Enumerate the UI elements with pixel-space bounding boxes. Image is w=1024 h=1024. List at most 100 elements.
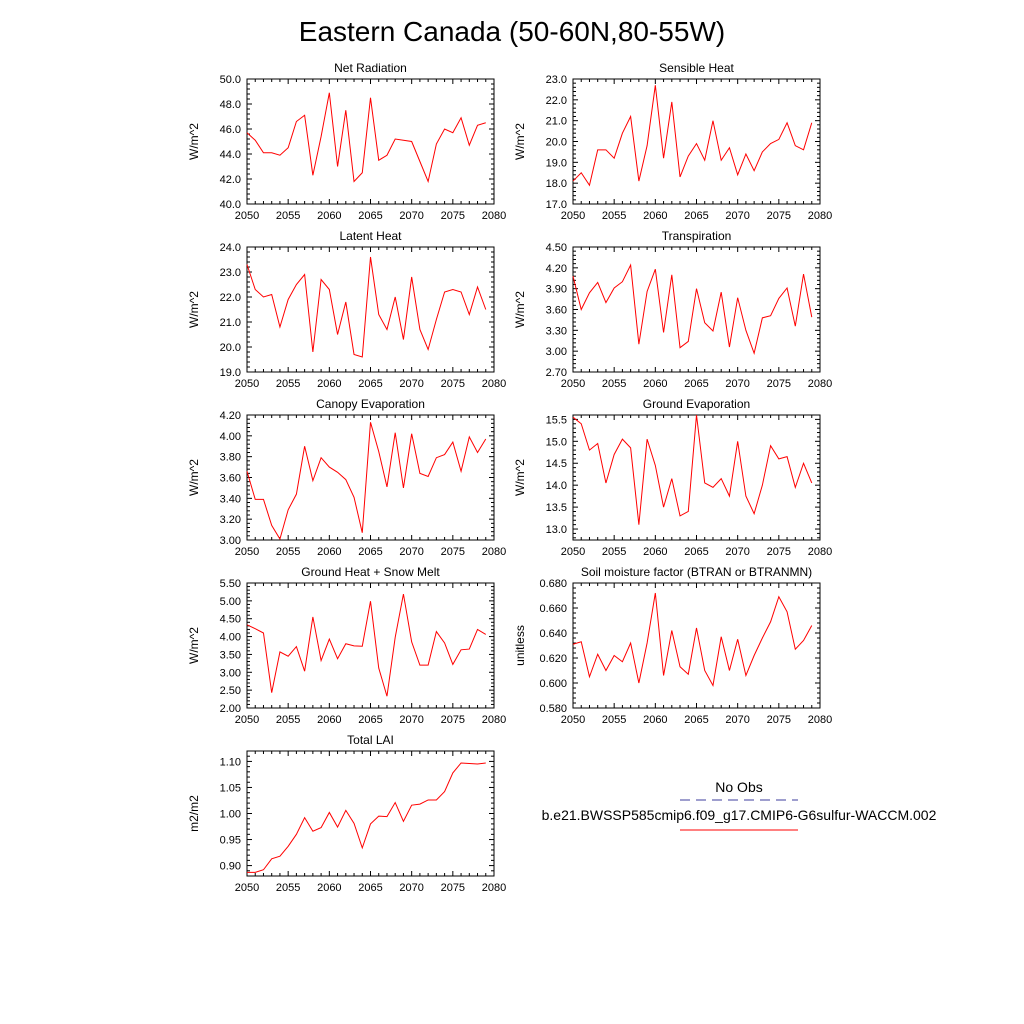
- y-tick-label: 23.0: [220, 267, 241, 279]
- y-tick-label: 1.00: [220, 809, 241, 821]
- y-tick-label: 3.00: [546, 346, 567, 358]
- x-tick-label: 2080: [808, 714, 832, 726]
- panel-title: Ground Evaporation: [643, 397, 750, 411]
- x-tick-label: 2080: [808, 546, 832, 558]
- x-tick-label: 2050: [235, 882, 259, 894]
- x-tick-label: 2070: [399, 546, 423, 558]
- x-tick-label: 2065: [684, 210, 708, 222]
- y-tick-label: 3.30: [546, 325, 567, 337]
- x-tick-label: 2055: [276, 546, 300, 558]
- x-tick-label: 2065: [684, 714, 708, 726]
- panel-latent-heat: Latent Heat W/m^2 2050 2055 2060 2065 2070 2075…: [187, 229, 506, 390]
- x-tick-label: 2050: [235, 714, 259, 726]
- x-tick-label: 2070: [725, 714, 749, 726]
- y-tick-label: 4.20: [220, 410, 241, 422]
- x-tick-label: 2055: [602, 714, 626, 726]
- x-tick-label: 2050: [235, 210, 259, 222]
- panel-title: Soil moisture factor (BTRAN or BTRANMN): [581, 565, 812, 579]
- y-tick-label: 19.0: [220, 367, 241, 379]
- x-tick-label: 2050: [235, 378, 259, 390]
- x-tick-label: 2055: [276, 714, 300, 726]
- series-line: [247, 762, 486, 873]
- plot-frame: [246, 414, 495, 541]
- x-tick-label: 2050: [561, 210, 585, 222]
- panel-title: Total LAI: [347, 733, 394, 747]
- x-tick-label: 2065: [358, 546, 382, 558]
- x-tick-label: 2075: [767, 714, 791, 726]
- series-line: [572, 263, 813, 356]
- y-tick-label: 3.40: [220, 493, 241, 505]
- plot-frame: [572, 582, 821, 709]
- y-tick-label: 14.0: [546, 480, 567, 492]
- x-tick-label: 2050: [561, 378, 585, 390]
- x-tick-label: 2080: [482, 210, 506, 222]
- y-axis-label: W/m^2: [187, 459, 201, 496]
- y-axis-label: W/m^2: [513, 291, 527, 328]
- y-axis-label: W/m^2: [187, 123, 201, 160]
- y-tick-label: 44.0: [220, 149, 241, 161]
- x-tick-label: 2065: [358, 378, 382, 390]
- y-tick-label: 4.20: [546, 263, 567, 275]
- x-tick-label: 2060: [317, 378, 341, 390]
- x-tick-label: 2080: [482, 378, 506, 390]
- legend-case-label: b.e21.BWSSP585cmip6.f09_g17.CMIP6-G6sulf…: [542, 807, 937, 823]
- y-tick-label: 40.0: [220, 199, 241, 211]
- x-tick-label: 2060: [643, 378, 667, 390]
- x-tick-label: 2055: [276, 882, 300, 894]
- x-tick-label: 2055: [276, 378, 300, 390]
- series-line: [246, 593, 487, 697]
- x-tick-label: 2065: [684, 378, 708, 390]
- y-tick-label: 42.0: [220, 174, 241, 186]
- y-tick-label: 4.00: [220, 632, 241, 644]
- panel-title: Ground Heat + Snow Melt: [301, 565, 440, 579]
- x-tick-label: 2075: [767, 378, 791, 390]
- panel-soil-moisture-factor: Soil moisture factor (BTRAN or BTRANMN) u…: [513, 565, 832, 726]
- panel-sensible-heat: Sensible Heat W/m^2 2050 2055 2060 2065 2070 20…: [513, 61, 832, 222]
- y-tick-label: 20.0: [546, 137, 567, 149]
- y-tick-label: 0.660: [539, 603, 567, 615]
- y-tick-label: 1.10: [220, 756, 241, 768]
- x-tick-label: 2060: [317, 714, 341, 726]
- y-tick-label: 13.5: [546, 502, 567, 514]
- x-tick-label: 2070: [725, 546, 749, 558]
- y-tick-label: 18.0: [546, 178, 567, 190]
- x-tick-label: 2080: [808, 378, 832, 390]
- x-tick-label: 2055: [276, 210, 300, 222]
- x-tick-label: 2055: [602, 546, 626, 558]
- x-tick-label: 2075: [767, 210, 791, 222]
- x-tick-label: 2075: [441, 378, 465, 390]
- panel-title: Sensible Heat: [659, 61, 734, 75]
- plot-frame: [572, 78, 821, 205]
- y-tick-label: 22.0: [220, 292, 241, 304]
- x-tick-label: 2060: [317, 210, 341, 222]
- panel-title: Canopy Evaporation: [316, 397, 425, 411]
- x-tick-label: 2065: [358, 210, 382, 222]
- y-tick-label: 14.5: [546, 458, 567, 470]
- x-tick-label: 2080: [808, 210, 832, 222]
- x-tick-label: 2050: [561, 546, 585, 558]
- x-tick-label: 2065: [358, 714, 382, 726]
- series-line: [246, 256, 487, 358]
- panel-ground-evaporation: Ground Evaporation W/m^2 2050 2055 2060 2065 2…: [513, 397, 832, 558]
- y-tick-label: 0.95: [220, 835, 241, 847]
- y-tick-label: 3.90: [546, 284, 567, 296]
- series-line: [246, 92, 486, 184]
- series-line: [572, 85, 813, 187]
- y-tick-label: 3.60: [220, 473, 241, 485]
- y-tick-label: 1.05: [220, 782, 241, 794]
- x-tick-label: 2070: [725, 378, 749, 390]
- y-tick-label: 0.620: [539, 653, 567, 665]
- x-tick-label: 2060: [643, 546, 667, 558]
- y-tick-label: 3.20: [220, 514, 241, 526]
- panel-title: Net Radiation: [334, 61, 407, 75]
- plot-frame: [572, 246, 821, 373]
- x-tick-label: 2070: [399, 882, 423, 894]
- x-tick-label: 2060: [317, 882, 341, 894]
- x-tick-label: 2055: [602, 378, 626, 390]
- y-tick-label: 24.0: [220, 242, 241, 254]
- y-tick-label: 4.00: [220, 431, 241, 443]
- y-tick-label: 19.0: [546, 157, 567, 169]
- y-axis-label: W/m^2: [513, 459, 527, 496]
- y-axis-label: W/m^2: [187, 627, 201, 664]
